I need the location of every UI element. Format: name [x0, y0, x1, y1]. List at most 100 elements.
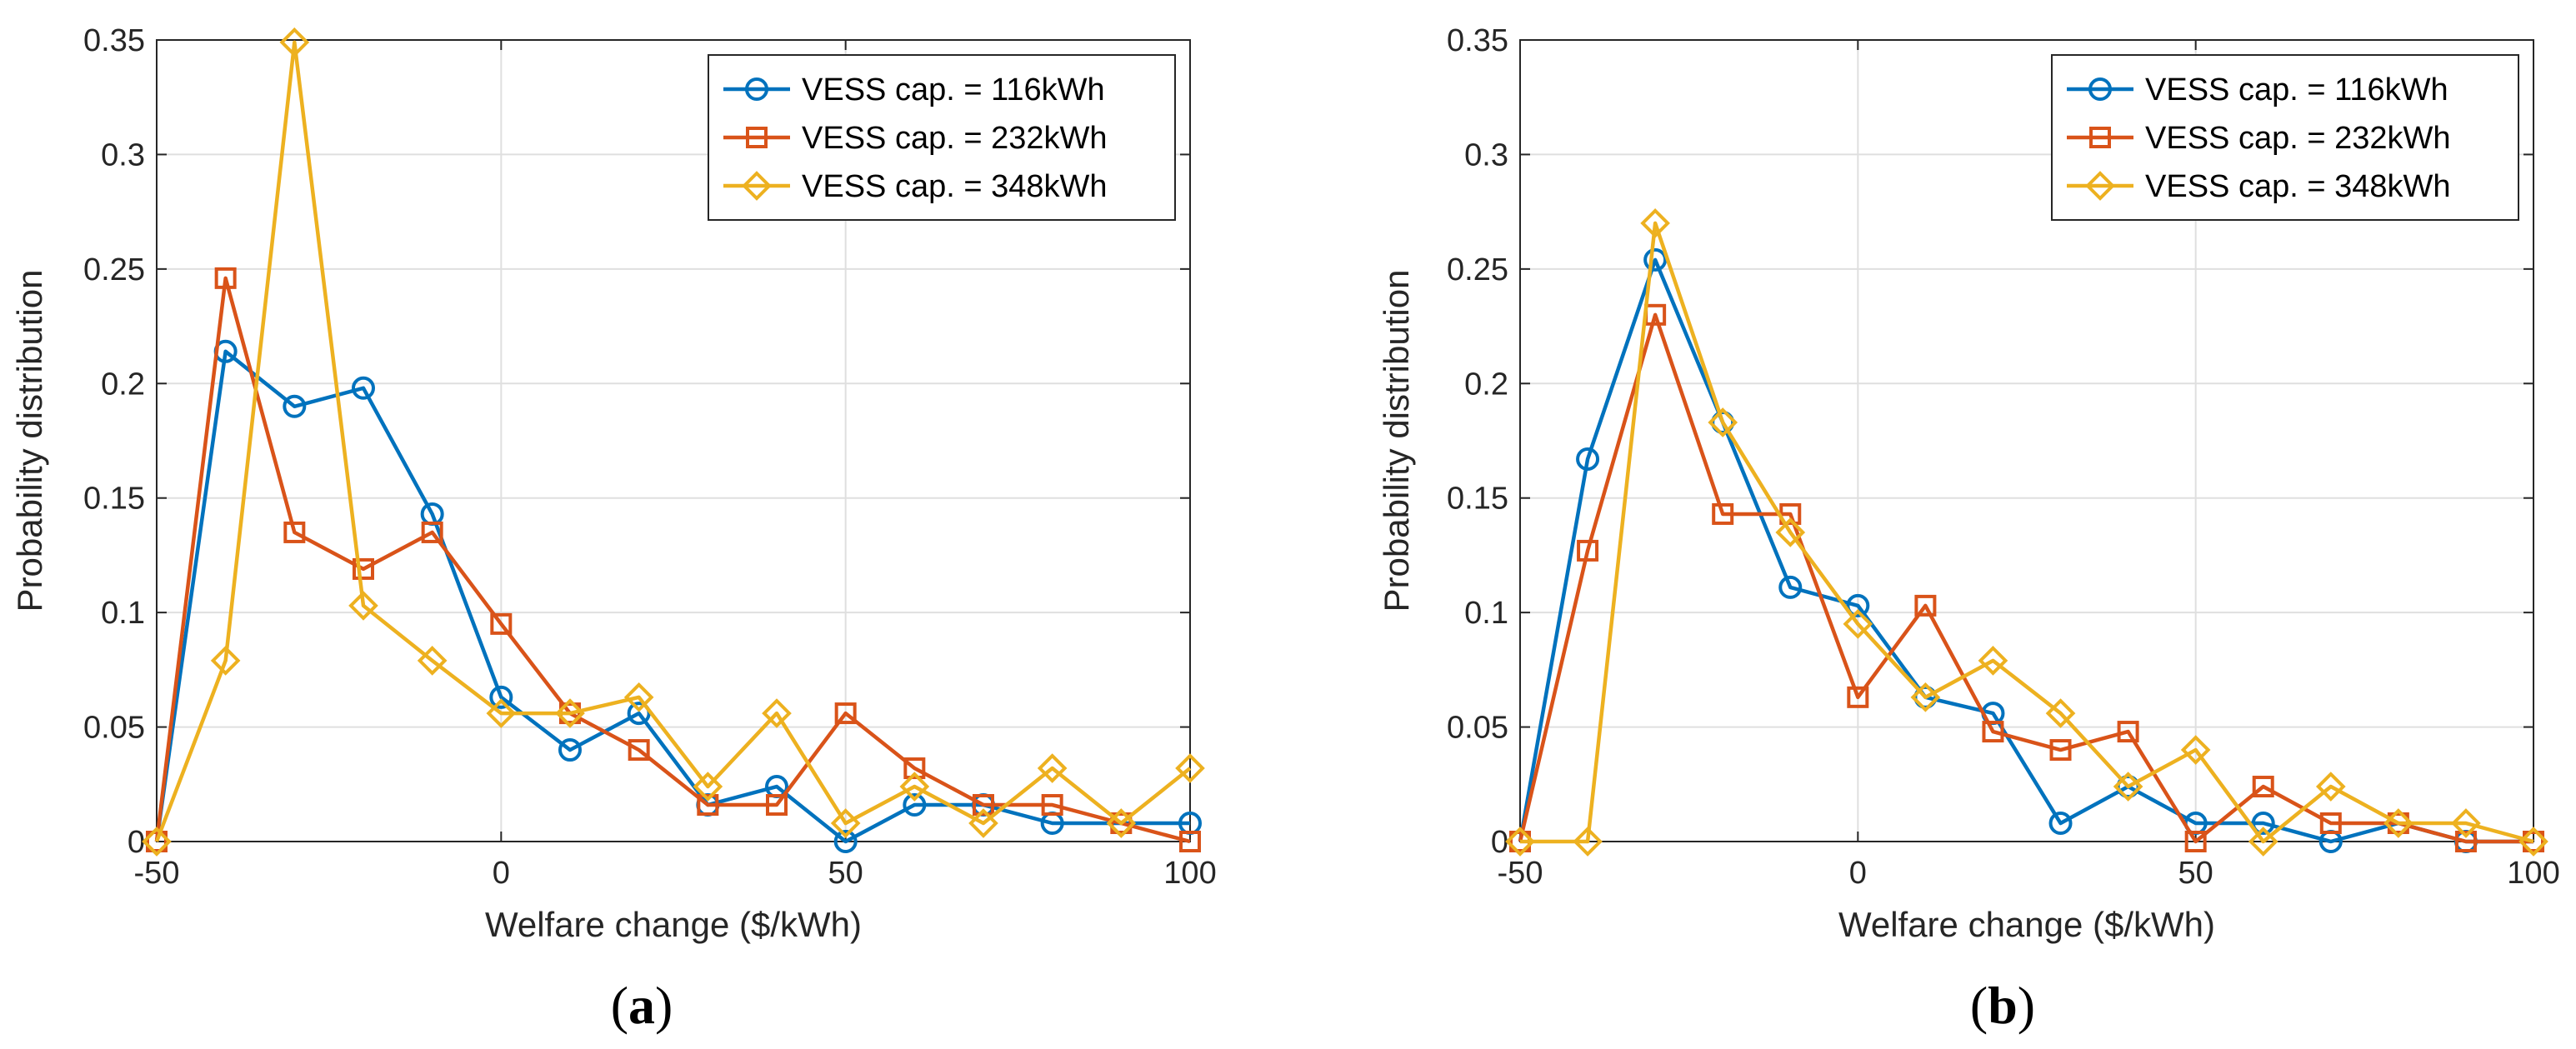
data-point: [490, 612, 513, 635]
data-point: [1041, 794, 1063, 817]
data-point: [1106, 808, 1137, 838]
y-tick-label: 0.25: [1447, 252, 1508, 287]
series-line: [1518, 312, 2533, 844]
panel-label-letter: b: [1988, 976, 2018, 1035]
legend-marker: [746, 127, 768, 148]
data-point: [833, 830, 858, 853]
y-axis-label: Probability distribution: [10, 270, 49, 612]
series-line: [154, 40, 1192, 842]
x-tick-label: 0: [493, 856, 510, 891]
data-point: [2523, 831, 2544, 852]
data-point: [2045, 698, 2076, 728]
x-axis-label: Welfare change ($/kWh): [1838, 905, 2215, 944]
data-point: [830, 808, 861, 838]
data-point: [968, 808, 998, 838]
data-point: [2180, 735, 2211, 765]
data-point: [2319, 812, 2342, 835]
panel-label-open-paren: (: [1970, 976, 1988, 1035]
y-tick-label: 0.35: [83, 23, 145, 58]
panel-label: (b): [1970, 976, 2035, 1035]
data-point: [1982, 721, 2004, 743]
data-point: [1505, 827, 1535, 857]
data-point: [2451, 808, 2481, 838]
series-3: [142, 27, 1205, 857]
data-point: [486, 698, 517, 728]
y-tick-label: 0: [1491, 825, 1508, 860]
data-point: [1577, 539, 1599, 562]
x-tick-label: -50: [134, 856, 180, 891]
data-point: [1640, 208, 1670, 238]
data-point: [899, 772, 930, 802]
y-tick-label: 0.25: [83, 252, 145, 287]
x-tick-label: 50: [2178, 856, 2213, 891]
data-point: [2049, 739, 2072, 762]
x-tick-label: 0: [1849, 856, 1867, 891]
legend-entry: VESS cap. = 232kWh: [2145, 121, 2450, 156]
y-tick-label: 0.15: [1447, 482, 1508, 517]
data-point: [348, 591, 378, 621]
legend-entry: VESS cap. = 348kWh: [2145, 169, 2450, 204]
data-point: [1711, 411, 1735, 435]
data-point: [1643, 247, 1668, 272]
data-point: [417, 646, 448, 676]
data-point: [1913, 685, 1938, 709]
data-point: [834, 702, 857, 725]
data-point: [973, 794, 994, 817]
x-tick-label: 100: [2507, 856, 2559, 891]
chart-panel-b: -50 0 50 10000.050.10.150.20.250.30.35Welfa…: [1377, 23, 2560, 1035]
series-line: [1518, 257, 2533, 844]
y-tick-label: 0.3: [101, 137, 145, 172]
data-point: [352, 376, 375, 400]
y-tick-label: 0.2: [101, 367, 145, 402]
data-point: [1846, 593, 1870, 617]
data-point: [2048, 812, 2073, 836]
data-point: [283, 394, 307, 418]
data-point: [146, 831, 168, 852]
legend-marker: [2085, 171, 2115, 201]
legend-entry: VESS cap. = 232kWh: [802, 121, 1107, 156]
y-tick-label: 0.3: [1464, 137, 1508, 172]
data-point: [623, 682, 654, 712]
y-tick-label: 0.2: [1464, 367, 1508, 402]
series-3: [1505, 208, 2548, 857]
data-point: [2251, 812, 2275, 836]
panel-label-letter: a: [628, 976, 655, 1035]
data-point: [2117, 721, 2139, 743]
data-point: [2113, 772, 2143, 802]
legend-marker: [745, 77, 768, 101]
legend-entry: VESS cap. = 348kWh: [802, 169, 1107, 204]
x-tick-label: 100: [1163, 856, 1216, 891]
data-point: [1179, 831, 1201, 852]
y-tick-label: 0: [128, 825, 145, 860]
data-point: [1708, 407, 1738, 437]
panel-label-open-paren: (: [611, 976, 628, 1035]
data-point: [2184, 831, 2207, 852]
data-point: [766, 794, 788, 817]
series-line: [154, 349, 1190, 844]
data-point: [2518, 827, 2548, 857]
legend-marker: [742, 171, 772, 201]
data-point: [1914, 594, 1937, 617]
series-line: [154, 276, 1191, 844]
data-point: [1847, 686, 1869, 708]
data-point: [142, 827, 172, 857]
legend-marker: [2088, 77, 2112, 101]
x-tick-label: -50: [1498, 856, 1543, 891]
legend: VESS cap. = 116kWh VESS cap. = 232kWh VESS…: [2051, 54, 2519, 221]
data-point: [1778, 575, 1803, 599]
x-axis-label: Welfare change ($/kWh): [485, 905, 862, 944]
data-point: [1910, 682, 1941, 712]
legend-entry: VESS cap. = 116kWh: [802, 72, 1105, 107]
data-point: [1573, 827, 1603, 857]
data-point: [1110, 812, 1133, 835]
data-point: [2116, 775, 2140, 799]
legend-marker: [2089, 127, 2111, 148]
data-point: [279, 27, 310, 57]
data-point: [558, 738, 582, 762]
data-point: [555, 698, 585, 728]
data-point: [214, 267, 237, 289]
y-tick-label: 0.05: [1447, 711, 1508, 746]
series-2: [1509, 303, 2544, 852]
data-point: [2383, 808, 2413, 838]
